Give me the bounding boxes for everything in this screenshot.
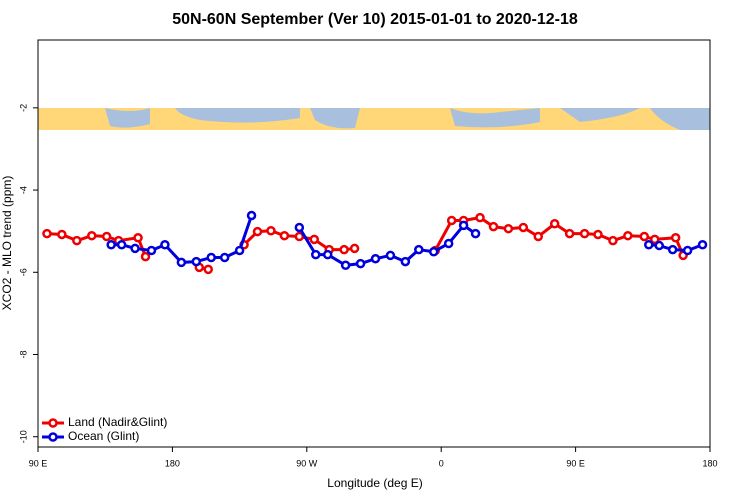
- data-point: [176, 257, 187, 268]
- data-point: [355, 258, 366, 269]
- data-point: [349, 243, 360, 254]
- y-tick-label: -8: [18, 350, 28, 358]
- legend-marker: [48, 418, 58, 428]
- data-point: [385, 250, 396, 261]
- data-point: [446, 215, 457, 226]
- data-point: [608, 235, 618, 246]
- data-point: [470, 228, 481, 239]
- data-point: [160, 239, 170, 250]
- x-tick-label: 180: [702, 458, 717, 468]
- data-point: [219, 252, 230, 263]
- data-point: [370, 253, 381, 264]
- data-point: [428, 246, 439, 257]
- legend-marker: [48, 432, 58, 442]
- data-point: [670, 232, 681, 243]
- data-point: [475, 212, 485, 223]
- data-point: [87, 230, 97, 241]
- data-point: [649, 234, 660, 245]
- chart-title: 50N-60N September (Ver 10) 2015-01-01 to…: [172, 11, 578, 28]
- data-point: [72, 235, 82, 246]
- plot-frame: [37, 39, 711, 448]
- data-point: [518, 222, 529, 233]
- data-point: [101, 231, 112, 242]
- y-tick-label: -2: [18, 104, 28, 112]
- data-point: [458, 220, 469, 231]
- data-point: [682, 245, 693, 256]
- data-point: [667, 244, 678, 255]
- data-point: [246, 210, 257, 221]
- data-point: [503, 223, 514, 234]
- data-point: [234, 245, 245, 256]
- data-point: [130, 243, 140, 254]
- data-point: [206, 252, 216, 263]
- x-tick-label: 90 E: [29, 458, 48, 468]
- data-point: [564, 228, 575, 239]
- data-point: [322, 249, 333, 260]
- data-point: [339, 244, 349, 255]
- data-point: [414, 244, 424, 255]
- legend-label: Land (Nadir&Glint): [68, 415, 167, 429]
- data-point: [340, 260, 351, 271]
- data-point: [654, 240, 664, 251]
- data-point: [623, 230, 633, 241]
- data-point: [252, 226, 263, 237]
- y-tick-label: -4: [18, 186, 28, 194]
- data-point: [116, 239, 127, 250]
- data-point: [488, 221, 499, 232]
- legend-label: Ocean (Glint): [68, 429, 139, 443]
- data-point: [309, 234, 320, 245]
- data-point: [191, 256, 202, 267]
- data-point: [644, 239, 654, 250]
- data-point: [133, 232, 143, 243]
- data-point: [549, 219, 560, 229]
- data-point: [57, 229, 67, 240]
- data-point: [279, 230, 290, 241]
- x-tick-label: 0: [439, 458, 444, 468]
- data-point: [639, 231, 650, 242]
- x-tick-label: 90 E: [566, 458, 585, 468]
- data-point: [146, 245, 157, 256]
- data-point: [203, 264, 213, 275]
- data-point: [266, 226, 276, 236]
- x-tick-label: 90 W: [296, 458, 318, 468]
- x-axis-label: Longitude (deg E): [327, 476, 422, 490]
- data-point: [533, 231, 544, 242]
- y-axis-label: XCO2 - MLO trend (ppm): [0, 176, 14, 311]
- y-tick-label: -6: [18, 268, 28, 276]
- data-point: [579, 228, 590, 239]
- x-tick-label: 180: [165, 458, 180, 468]
- data-point: [311, 249, 321, 260]
- data-point: [294, 231, 305, 242]
- data-point: [443, 238, 454, 249]
- data-point: [400, 256, 411, 267]
- data-point: [593, 229, 603, 240]
- data-point: [697, 239, 708, 250]
- data-point: [140, 251, 151, 262]
- data-point: [42, 228, 52, 239]
- map-band: [38, 108, 710, 130]
- data-point: [106, 239, 116, 250]
- data-point: [294, 222, 305, 233]
- y-tick-label: -10: [18, 430, 28, 443]
